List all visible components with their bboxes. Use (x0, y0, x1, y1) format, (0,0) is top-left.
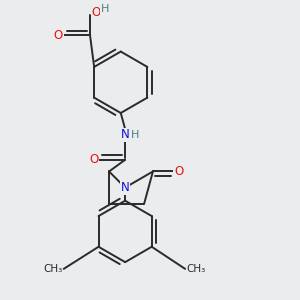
Text: CH₃: CH₃ (43, 264, 62, 274)
Text: H: H (101, 4, 110, 14)
Text: N: N (121, 181, 130, 194)
Text: O: O (92, 6, 101, 19)
Text: O: O (174, 165, 183, 178)
Text: O: O (89, 153, 98, 166)
Text: N: N (121, 128, 130, 141)
Text: O: O (54, 29, 63, 42)
Text: CH₃: CH₃ (187, 264, 206, 274)
Text: H: H (131, 130, 140, 140)
